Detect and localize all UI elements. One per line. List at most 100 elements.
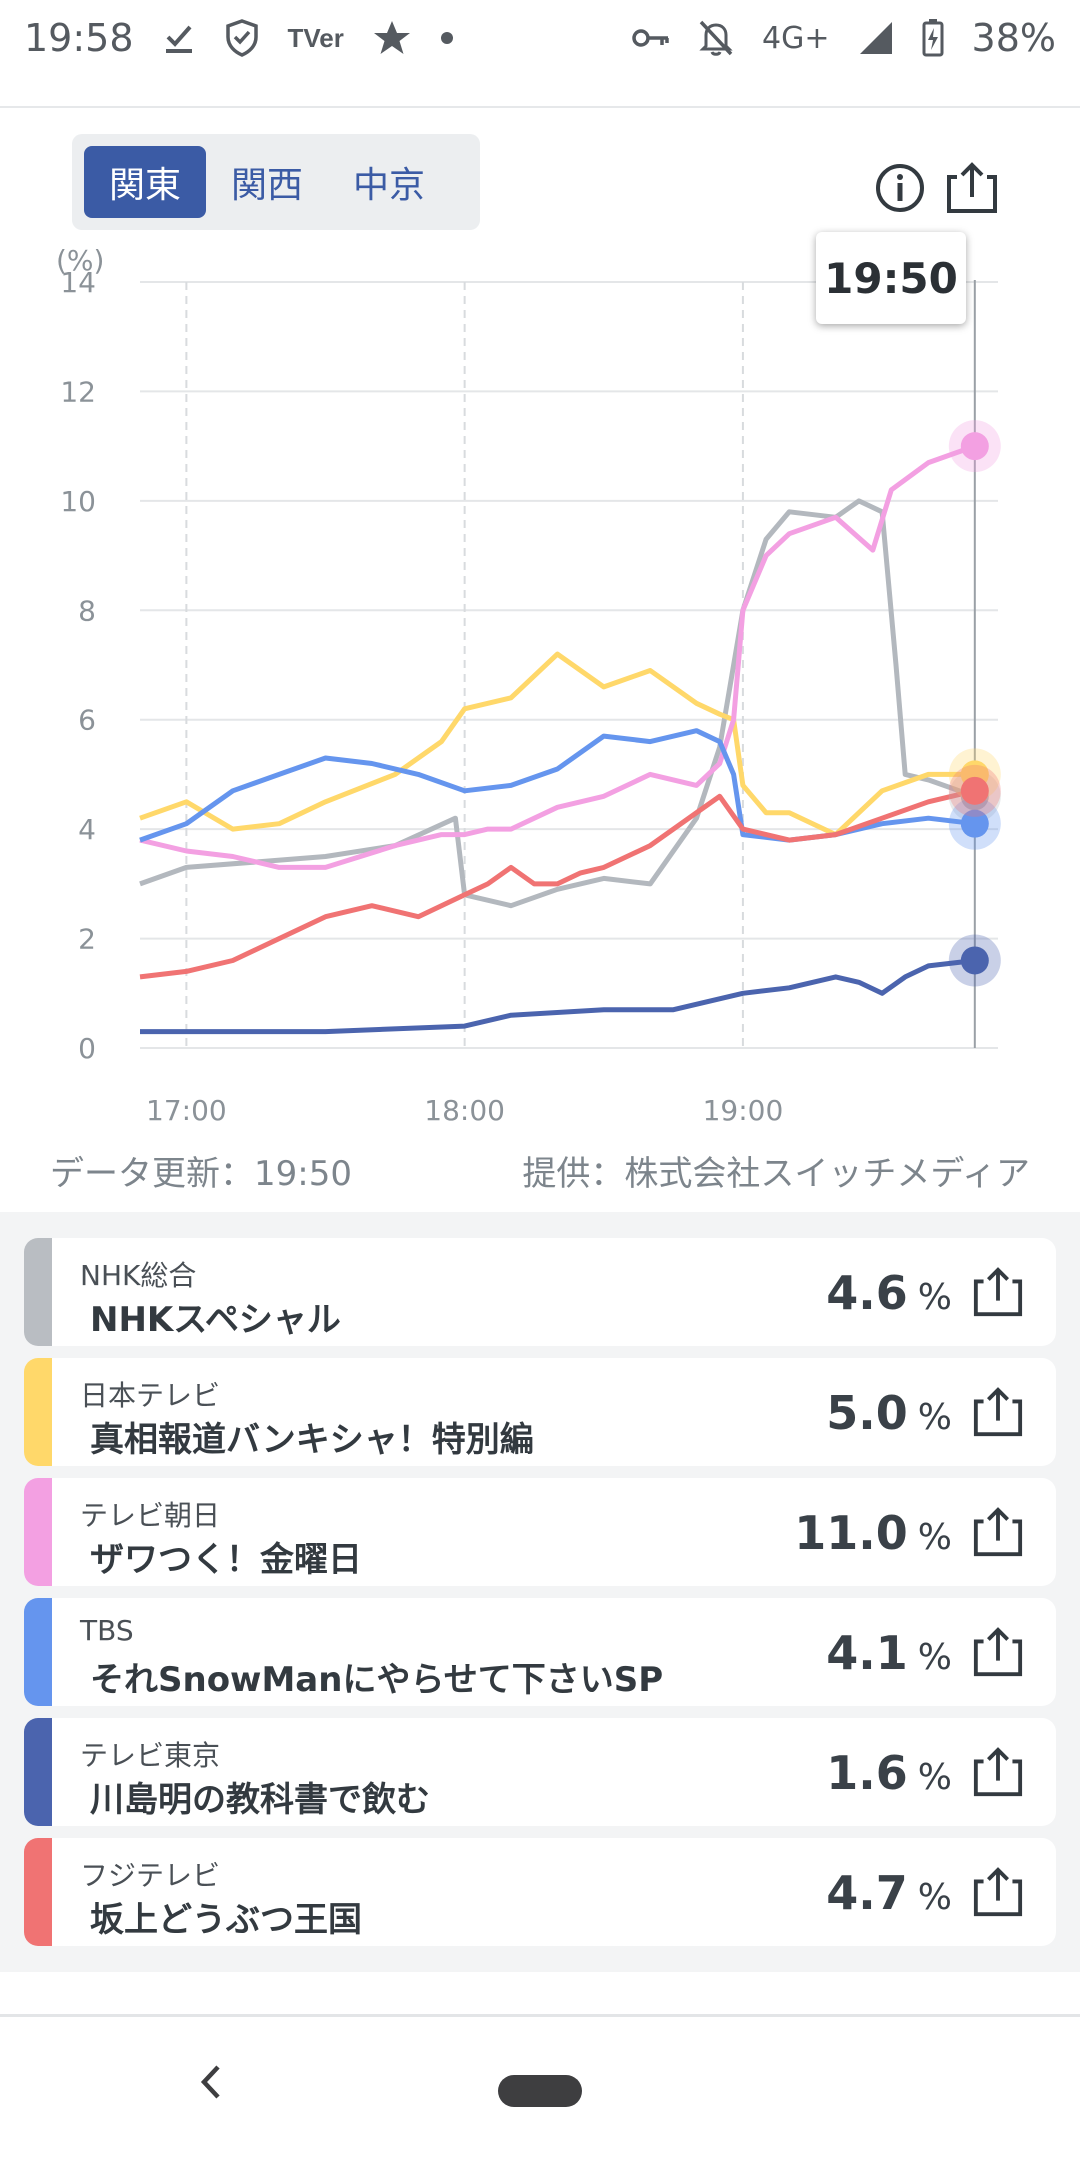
- status-bar: 19:58 TVer 4G+ 38%: [0, 0, 1080, 76]
- shield-icon: [224, 19, 260, 57]
- star-icon: [372, 19, 412, 57]
- chart-tooltip: 19:50: [816, 232, 966, 324]
- x-tick-label: 19:00: [703, 1094, 784, 1127]
- rating-value: 4.6%: [826, 1266, 952, 1320]
- channel-color-bar: [24, 1358, 52, 1466]
- share-icon: [973, 1867, 1023, 1917]
- download-done-icon: [162, 21, 196, 55]
- channel-color-bar: [24, 1598, 52, 1706]
- rating-unit: %: [917, 1397, 952, 1438]
- rating-number: 11.0: [794, 1506, 908, 1560]
- series-end-point: [960, 946, 989, 975]
- rating-number: 4.6: [826, 1266, 908, 1320]
- x-tick-label: 17:00: [146, 1094, 227, 1127]
- series-end-point: [960, 432, 989, 461]
- channel-name: TBS: [80, 1614, 134, 1647]
- rating-value: 4.1%: [826, 1626, 952, 1680]
- key-icon: [632, 26, 670, 50]
- y-tick-label: 8: [78, 594, 96, 627]
- series-line: [140, 958, 976, 1035]
- share-button[interactable]: [972, 1266, 1024, 1318]
- rating-unit: %: [917, 1877, 952, 1918]
- navigation-bar: [0, 2014, 1080, 2160]
- clock: 19:58: [24, 16, 134, 60]
- rating-number: 4.7: [826, 1866, 908, 1920]
- tab-chukyo[interactable]: 中京: [352, 165, 425, 206]
- program-title: ザワつく！金曜日: [90, 1540, 362, 1580]
- home-pill-icon[interactable]: [498, 2075, 582, 2107]
- share-icon: [973, 1747, 1023, 1797]
- program-title: それSnowManにやらせて下さいSP: [90, 1660, 664, 1700]
- series-line: [139, 443, 976, 870]
- channel-name: テレビ朝日: [80, 1499, 221, 1532]
- rating-value: 4.7%: [826, 1866, 952, 1920]
- channel-name: フジテレビ: [80, 1859, 221, 1892]
- provider-text: 提供：株式会社スイッチメディア: [522, 1154, 1030, 1194]
- rating-chart: 14 12 10 8 6 4 2 0 17:00 18:00 19:00 (%): [0, 240, 1080, 1130]
- share-button[interactable]: [972, 1506, 1024, 1558]
- rating-value: 5.0%: [826, 1386, 952, 1440]
- info-button[interactable]: [870, 158, 930, 218]
- y-tick-label: 14: [60, 266, 96, 299]
- program-title: 坂上どうぶつ王国: [90, 1900, 362, 1940]
- y-tick-label: 4: [78, 813, 96, 846]
- rating-number: 1.6: [826, 1746, 908, 1800]
- rating-value: 11.0%: [794, 1506, 952, 1560]
- x-tick-label: 18:00: [424, 1094, 505, 1127]
- network-icon: 4G+: [762, 20, 830, 56]
- share-button[interactable]: [972, 1386, 1024, 1438]
- channel-name: NHK総合: [80, 1259, 197, 1292]
- share-chart-button[interactable]: [942, 158, 1002, 218]
- status-bar-right: 4G+ 38%: [632, 16, 1056, 60]
- share-button[interactable]: [972, 1626, 1024, 1678]
- channel-color-bar: [24, 1838, 52, 1946]
- status-bar-left: 19:58 TVer: [24, 16, 454, 60]
- series-end-point: [960, 809, 989, 838]
- series-line: [139, 788, 976, 980]
- signal-icon: [858, 20, 894, 56]
- back-button[interactable]: [190, 2057, 230, 2107]
- program-title: 真相報道バンキシャ！特別編: [90, 1420, 534, 1460]
- share-icon: [973, 1627, 1023, 1677]
- rating-value: 1.6%: [826, 1746, 952, 1800]
- channel-name: テレビ東京: [80, 1739, 221, 1772]
- share-icon: [947, 162, 997, 213]
- rating-unit: %: [917, 1757, 952, 1798]
- y-axis-label: (%): [56, 244, 104, 277]
- tab-kansai[interactable]: 関西: [230, 165, 303, 206]
- share-icon: [973, 1387, 1023, 1437]
- battery-charging-icon: [922, 19, 944, 57]
- channel-card[interactable]: 日本テレビ真相報道バンキシャ！特別編 5.0%: [24, 1358, 1056, 1466]
- channel-card[interactable]: フジテレビ坂上どうぶつ王国 4.7%: [24, 1838, 1056, 1946]
- channel-card[interactable]: テレビ朝日ザワつく！金曜日 11.0%: [24, 1478, 1056, 1586]
- tab-kanto[interactable]: 関東: [84, 146, 206, 218]
- channel-card[interactable]: NHK総合 NHKスペシャル 4.6%: [24, 1238, 1056, 1346]
- share-icon: [973, 1267, 1023, 1317]
- share-button[interactable]: [972, 1746, 1024, 1798]
- channel-name: 日本テレビ: [80, 1379, 221, 1412]
- y-tick-label: 0: [78, 1032, 96, 1065]
- rating-number: 5.0: [826, 1386, 908, 1440]
- y-tick-label: 6: [78, 704, 96, 737]
- channel-card[interactable]: テレビ東京川島明の教科書で飲む 1.6%: [24, 1718, 1056, 1826]
- rating-unit: %: [917, 1517, 952, 1558]
- info-icon: [876, 164, 924, 212]
- series-end-point: [960, 776, 989, 805]
- channel-card[interactable]: TBS それSnowManにやらせて下さいSP 4.1%: [24, 1598, 1056, 1706]
- channel-color-bar: [24, 1238, 52, 1346]
- program-title: 川島明の教科書で飲む: [90, 1780, 430, 1820]
- tver-icon: TVer: [287, 22, 344, 53]
- share-icon: [973, 1507, 1023, 1557]
- y-tick-label: 10: [60, 485, 96, 518]
- channel-color-bar: [24, 1718, 52, 1826]
- rating-number: 4.1: [826, 1626, 908, 1680]
- rating-unit: %: [917, 1277, 952, 1318]
- y-tick-label: 12: [60, 375, 96, 408]
- y-tick-label: 2: [78, 923, 96, 956]
- dot-icon: [440, 31, 454, 45]
- series-line: [139, 498, 976, 909]
- series-line: [139, 651, 975, 838]
- data-updated-text: データ更新：19:50: [50, 1154, 352, 1194]
- bell-off-icon: [698, 19, 734, 57]
- share-button[interactable]: [972, 1866, 1024, 1918]
